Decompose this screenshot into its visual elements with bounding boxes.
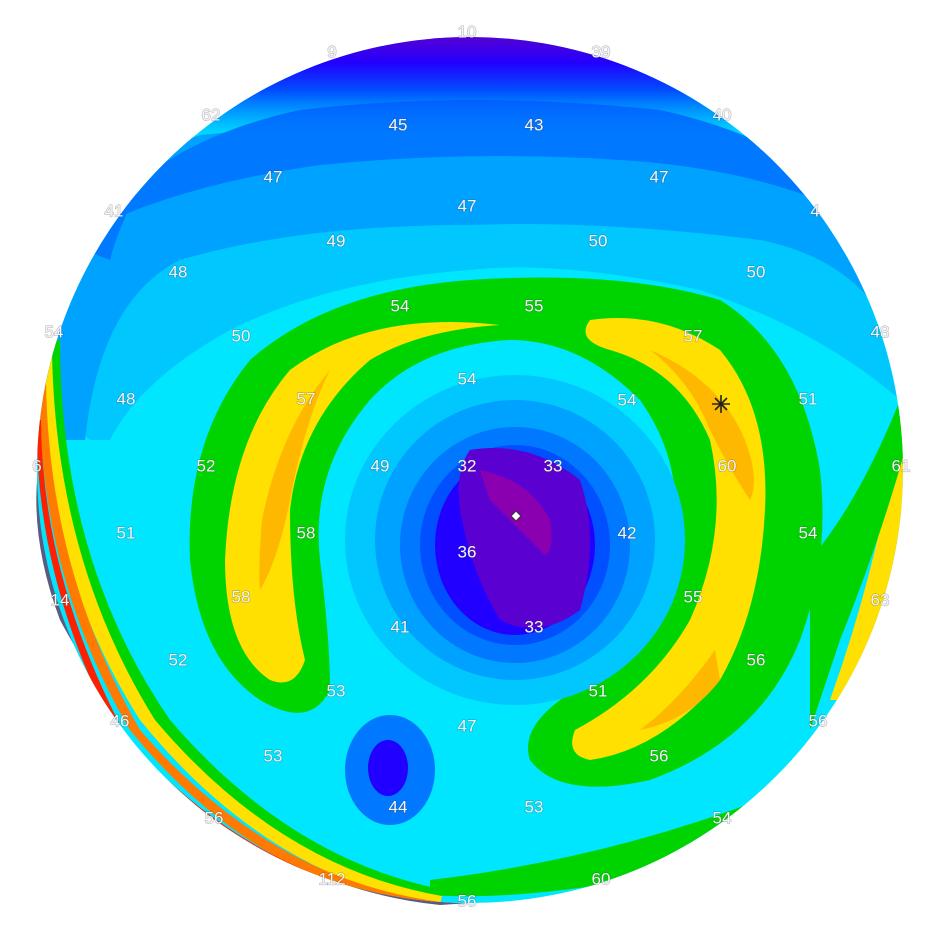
value-label: 51: [589, 681, 608, 700]
value-label: 10: [458, 22, 477, 41]
value-label: 48: [117, 389, 136, 408]
value-label: 45: [389, 115, 408, 134]
value-label: 39: [592, 42, 611, 61]
value-label: 56: [650, 746, 669, 765]
value-label: 14: [51, 590, 70, 609]
value-label: 56: [458, 891, 477, 910]
zone-top-band: [37, 37, 903, 140]
value-label: 54: [618, 390, 637, 409]
zone-amber-right: [650, 350, 754, 500]
value-label: 60: [718, 456, 737, 475]
value-label: 43: [525, 115, 544, 134]
value-label: 56: [747, 650, 766, 669]
value-label: 58: [232, 587, 251, 606]
value-label: 57: [297, 389, 316, 408]
zone-amber-left: [259, 370, 330, 590]
zone-amber-right-low: [640, 650, 720, 730]
value-label: 55: [684, 587, 703, 606]
value-label: 9: [327, 42, 336, 61]
value-label: 49: [371, 456, 390, 475]
value-label: 49: [327, 231, 346, 250]
zone-green-right: [810, 400, 903, 730]
value-label: 47: [650, 167, 669, 186]
value-label: 62: [202, 105, 221, 124]
value-label: 53: [525, 797, 544, 816]
value-label: 55: [525, 296, 544, 315]
value-label: 60: [592, 869, 611, 888]
value-label: 41: [391, 617, 410, 636]
center-marker: [510, 510, 522, 522]
value-label: 51: [799, 389, 818, 408]
value-label: 33: [525, 617, 544, 636]
value-label: 54: [458, 369, 477, 388]
value-label: 52: [169, 650, 188, 669]
value-label: 44: [389, 797, 408, 816]
value-label: 53: [264, 746, 283, 765]
value-label: 54: [799, 523, 818, 542]
value-label: 48: [169, 262, 188, 281]
value-label: 56: [205, 808, 224, 827]
value-label: 63: [871, 590, 890, 609]
value-label: 51: [117, 523, 136, 542]
value-label: 112: [318, 869, 345, 888]
value-label: 42: [618, 523, 637, 542]
value-label: 47: [458, 716, 477, 735]
value-label: 36: [458, 542, 477, 561]
value-label: 47: [264, 167, 283, 186]
value-label: 50: [747, 262, 766, 281]
zone-yellow-left: [225, 322, 500, 683]
value-label: 52: [197, 456, 216, 475]
value-label: 46: [111, 711, 130, 730]
zone-azure: [37, 122, 903, 440]
value-label: 54: [713, 808, 732, 827]
value-label: 48: [871, 322, 890, 341]
value-label: 50: [589, 231, 608, 250]
value-label: 54: [45, 322, 64, 341]
value-labels: 10 9 39 62 45 43 40 47 47 41 47 4 49 50 48 50 54 55 54 50 57…: [32, 22, 911, 911]
star-marker: [712, 395, 730, 413]
value-label: 50: [232, 326, 251, 345]
value-label: 32: [458, 456, 477, 475]
value-label: 33: [544, 456, 563, 475]
value-label: 57: [684, 326, 703, 345]
value-label: 4: [810, 201, 819, 220]
value-label: 47: [458, 196, 477, 215]
value-label: 56: [809, 711, 828, 730]
value-label: 61: [892, 456, 911, 475]
zone-pocket-core: [368, 740, 408, 796]
value-label: 41: [105, 201, 124, 220]
value-label: 53: [327, 681, 346, 700]
value-label: 54: [391, 296, 410, 315]
value-label: 6: [32, 456, 41, 475]
value-label: 40: [713, 105, 732, 124]
value-label: 58: [297, 523, 316, 542]
